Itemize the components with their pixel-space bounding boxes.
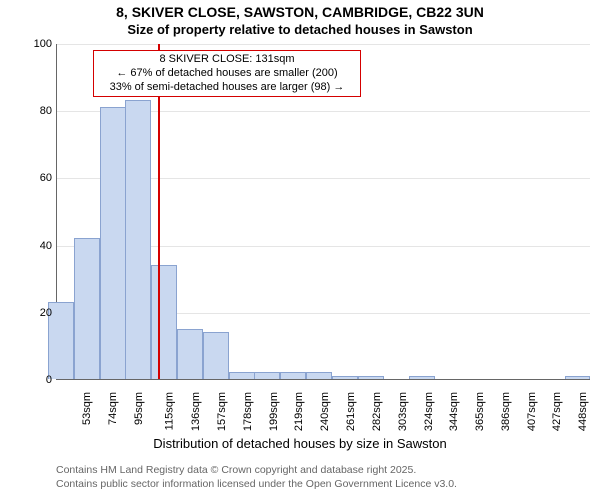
histogram-bar [125,100,151,379]
footer-note-2: Contains public sector information licen… [56,478,457,490]
x-tick-label: 344sqm [448,392,460,431]
plot-area: 8 SKIVER CLOSE: 131sqm← 67% of detached … [56,44,590,380]
x-tick-label: 53sqm [81,392,93,425]
chart-title-line2: Size of property relative to detached ho… [0,22,600,37]
x-tick-label: 199sqm [268,392,280,431]
histogram-bar [74,238,100,379]
x-tick-label: 74sqm [107,392,119,425]
y-tick-label: 100 [26,38,52,50]
x-tick-label: 157sqm [216,392,228,431]
histogram-bar [203,332,229,379]
x-axis-label: Distribution of detached houses by size … [0,436,600,451]
annotation-line: 33% of semi-detached houses are larger (… [100,81,354,95]
gridline [57,44,590,45]
x-tick-label: 448sqm [577,392,589,431]
x-tick-label: 261sqm [345,392,357,431]
histogram-bar [280,372,306,379]
footer-note-1: Contains HM Land Registry data © Crown c… [56,464,416,476]
x-tick-label: 365sqm [474,392,486,431]
x-tick-label: 386sqm [500,392,512,431]
x-tick-label: 115sqm [163,392,175,430]
x-tick-label: 407sqm [526,392,538,431]
x-tick-label: 427sqm [551,392,563,431]
histogram-bar [409,376,435,379]
histogram-bar [151,265,177,379]
y-tick-label: 80 [26,105,52,117]
histogram-bar [177,329,203,379]
annotation-box: 8 SKIVER CLOSE: 131sqm← 67% of detached … [93,50,361,97]
histogram-bar [100,107,126,379]
x-tick-label: 95sqm [133,392,145,425]
histogram-bar [306,372,332,379]
x-tick-label: 136sqm [190,392,202,431]
x-tick-label: 240sqm [319,392,331,431]
x-tick-label: 324sqm [423,392,435,431]
annotation-line: 8 SKIVER CLOSE: 131sqm [100,53,354,67]
histogram-bar [332,376,358,379]
histogram-bar [358,376,384,379]
histogram-bar [254,372,280,379]
y-tick-label: 60 [26,172,52,184]
y-tick-label: 0 [26,374,52,386]
x-tick-label: 282sqm [371,392,383,431]
y-tick-label: 40 [26,240,52,252]
annotation-line: ← 67% of detached houses are smaller (20… [100,67,354,81]
x-tick-label: 303sqm [397,392,409,431]
histogram-chart: 8, SKIVER CLOSE, SAWSTON, CAMBRIDGE, CB2… [0,0,600,500]
chart-title-line1: 8, SKIVER CLOSE, SAWSTON, CAMBRIDGE, CB2… [0,4,600,20]
x-tick-label: 178sqm [242,392,254,431]
histogram-bar [229,372,255,379]
histogram-bar [565,376,591,379]
x-tick-label: 219sqm [293,392,305,431]
y-tick-label: 20 [26,307,52,319]
